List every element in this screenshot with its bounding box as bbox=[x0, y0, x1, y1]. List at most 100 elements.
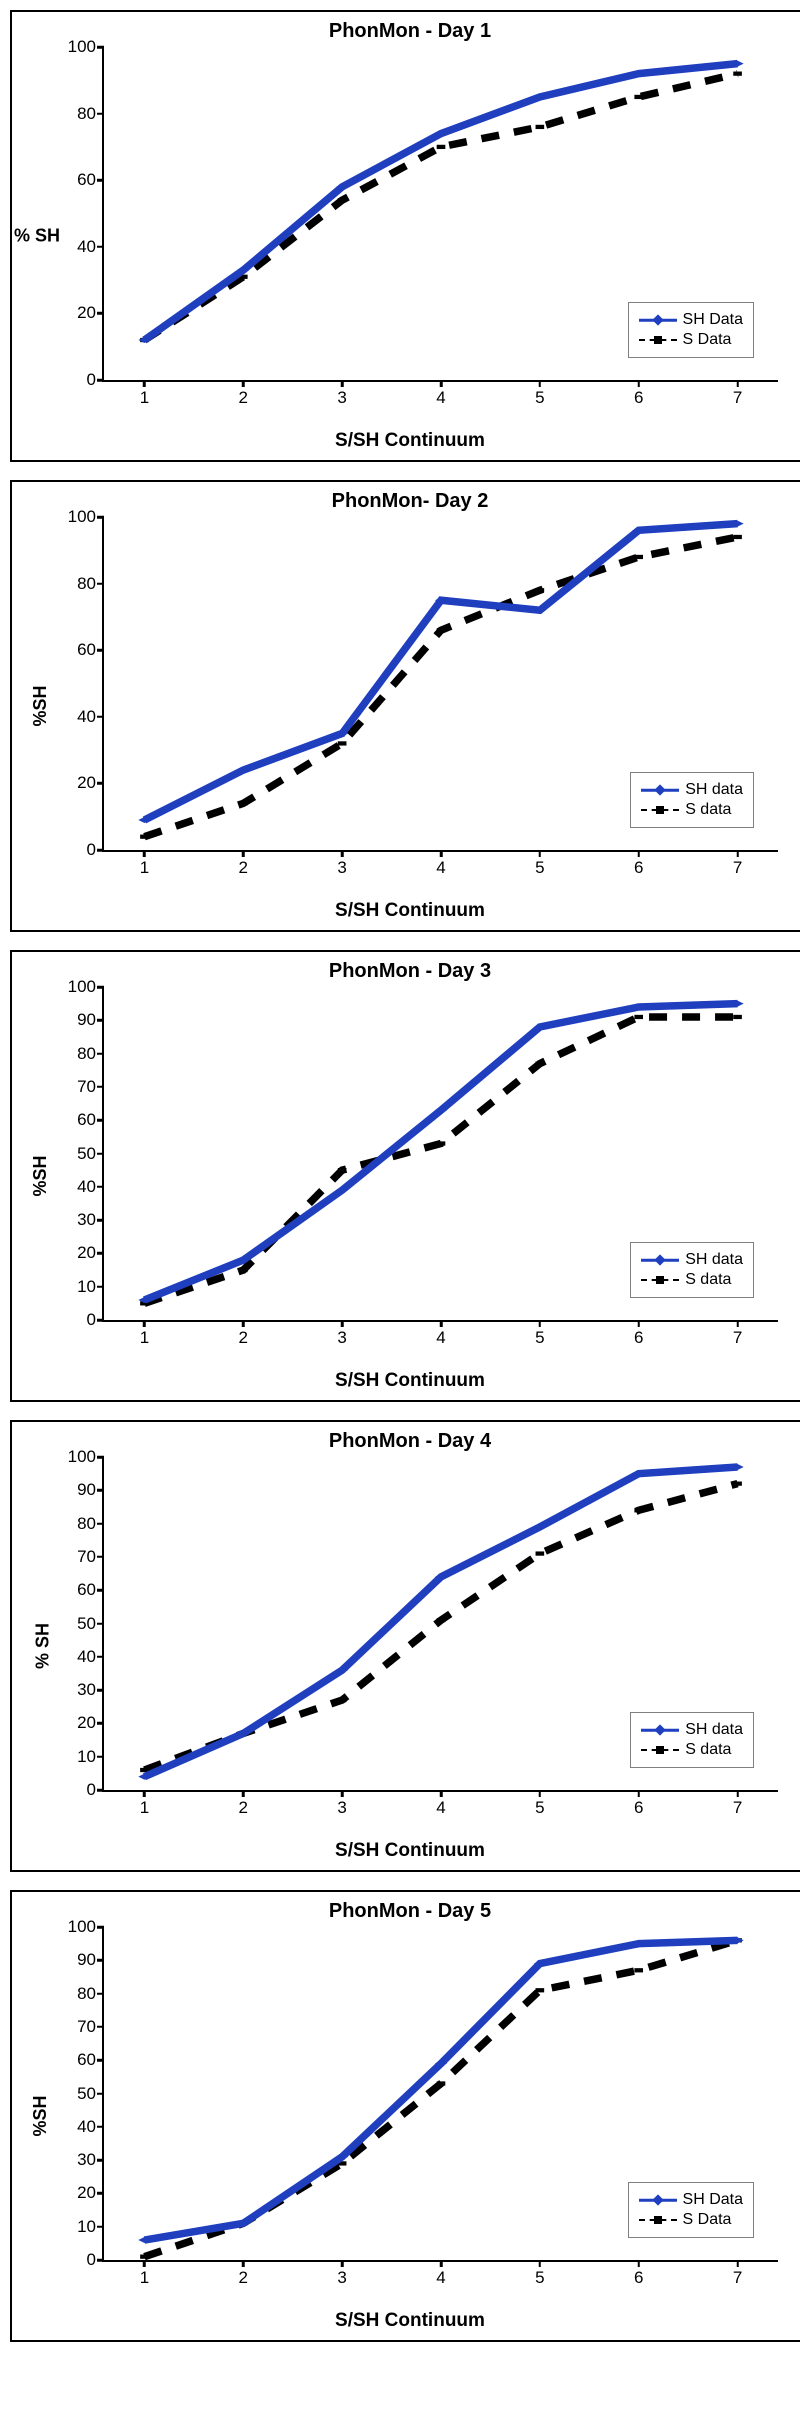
x-tick-label: 1 bbox=[140, 388, 149, 408]
y-axis-label: %SH bbox=[30, 1155, 51, 1196]
y-tick-label: 40 bbox=[56, 1177, 96, 1197]
y-tick-label: 0 bbox=[56, 1310, 96, 1330]
y-tick-label: 40 bbox=[56, 237, 96, 257]
plot-area: 0204060801001234567SH DataS Data bbox=[102, 47, 778, 382]
x-tick-label: 1 bbox=[140, 2268, 149, 2288]
y-tick-label: 0 bbox=[56, 370, 96, 390]
y-tick-label: 10 bbox=[56, 1277, 96, 1297]
y-tick-label: 60 bbox=[56, 640, 96, 660]
y-tick-label: 20 bbox=[56, 2183, 96, 2203]
chart-title: PhonMon- Day 2 bbox=[22, 490, 798, 513]
series-s-marker bbox=[338, 198, 347, 202]
legend-row: S Data bbox=[639, 2211, 743, 2229]
series-s-marker bbox=[239, 1268, 248, 1272]
y-axis-label: % SH bbox=[14, 226, 60, 247]
x-axis-label: S/SH Continuum bbox=[22, 1840, 798, 1862]
series-s-marker bbox=[437, 2081, 446, 2085]
series-s-marker bbox=[437, 1618, 446, 1622]
series-s-marker bbox=[536, 1061, 545, 1065]
chart-panel: PhonMon - Day 5%SH0102030405060708090100… bbox=[10, 1890, 800, 2342]
legend-row: S data bbox=[641, 1741, 743, 1759]
x-axis-label: S/SH Continuum bbox=[22, 900, 798, 922]
x-tick-label: 2 bbox=[239, 1798, 248, 1818]
series-s-marker bbox=[733, 1482, 742, 1486]
legend-row: SH data bbox=[641, 1251, 743, 1269]
y-tick-label: 70 bbox=[56, 1077, 96, 1097]
y-tick-label: 0 bbox=[56, 1780, 96, 1800]
series-s-marker bbox=[536, 1988, 545, 1992]
series-s-marker bbox=[536, 1551, 545, 1555]
y-tick-label: 10 bbox=[56, 2217, 96, 2237]
x-tick-label: 1 bbox=[140, 858, 149, 878]
legend-row: SH data bbox=[641, 781, 743, 799]
y-tick-label: 20 bbox=[56, 303, 96, 323]
series-s-marker bbox=[536, 125, 545, 129]
y-tick-label: 40 bbox=[56, 707, 96, 727]
y-tick-label: 10 bbox=[56, 1747, 96, 1767]
legend-label: S data bbox=[685, 801, 731, 819]
x-tick-label: 4 bbox=[436, 1328, 445, 1348]
series-s-marker bbox=[140, 2255, 149, 2259]
x-tick-label: 2 bbox=[239, 858, 248, 878]
y-tick-label: 20 bbox=[56, 773, 96, 793]
x-tick-label: 3 bbox=[337, 2268, 346, 2288]
legend: SH Data S Data bbox=[628, 2182, 754, 2238]
y-tick-label: 40 bbox=[56, 2117, 96, 2137]
x-tick-label: 3 bbox=[337, 1798, 346, 1818]
series-s-marker bbox=[338, 1698, 347, 1702]
y-axis-label: %SH bbox=[30, 685, 51, 726]
x-axis-label: S/SH Continuum bbox=[22, 2310, 798, 2332]
y-tick-label: 100 bbox=[56, 507, 96, 527]
y-tick-label: 90 bbox=[56, 1950, 96, 1970]
x-tick-label: 4 bbox=[436, 2268, 445, 2288]
series-s-marker bbox=[634, 1968, 643, 1972]
x-tick-label: 7 bbox=[733, 2268, 742, 2288]
series-s-marker bbox=[437, 1141, 446, 1145]
legend: SH data S data bbox=[630, 772, 754, 828]
x-tick-label: 4 bbox=[436, 858, 445, 878]
x-tick-label: 2 bbox=[239, 388, 248, 408]
y-tick-label: 60 bbox=[56, 1580, 96, 1600]
x-tick-label: 4 bbox=[436, 388, 445, 408]
x-tick-label: 1 bbox=[140, 1328, 149, 1348]
x-tick-label: 6 bbox=[634, 388, 643, 408]
series-s-marker bbox=[536, 588, 545, 592]
plot-area: 01020304050607080901001234567SH dataS da… bbox=[102, 1457, 778, 1792]
legend-row: S data bbox=[641, 801, 743, 819]
series-s-marker bbox=[140, 835, 149, 839]
y-tick-label: 50 bbox=[56, 1144, 96, 1164]
y-tick-label: 100 bbox=[56, 977, 96, 997]
legend-row: SH data bbox=[641, 1721, 743, 1739]
plot-area: 01020304050607080901001234567SH DataS Da… bbox=[102, 1927, 778, 2262]
legend-label: SH Data bbox=[683, 2191, 743, 2209]
legend-label: SH data bbox=[685, 781, 743, 799]
x-tick-label: 5 bbox=[535, 1798, 544, 1818]
y-tick-label: 60 bbox=[56, 170, 96, 190]
x-tick-label: 7 bbox=[733, 858, 742, 878]
y-tick-label: 20 bbox=[56, 1243, 96, 1263]
y-tick-label: 80 bbox=[56, 1984, 96, 2004]
chart-title: PhonMon - Day 3 bbox=[22, 960, 798, 983]
x-tick-label: 1 bbox=[140, 1798, 149, 1818]
series-s-marker bbox=[733, 1015, 742, 1019]
series-s-marker bbox=[634, 1015, 643, 1019]
legend-label: SH Data bbox=[683, 311, 743, 329]
y-tick-label: 70 bbox=[56, 1547, 96, 1567]
series-s-marker bbox=[634, 1508, 643, 1512]
y-tick-label: 90 bbox=[56, 1010, 96, 1030]
chart-title: PhonMon - Day 1 bbox=[22, 20, 798, 43]
x-tick-label: 4 bbox=[436, 1798, 445, 1818]
y-tick-label: 80 bbox=[56, 574, 96, 594]
x-tick-label: 6 bbox=[634, 1798, 643, 1818]
y-tick-label: 60 bbox=[56, 1110, 96, 1130]
x-tick-label: 7 bbox=[733, 1798, 742, 1818]
series-s-marker bbox=[338, 1168, 347, 1172]
legend-label: SH data bbox=[685, 1721, 743, 1739]
series-s-marker bbox=[437, 628, 446, 632]
y-tick-label: 80 bbox=[56, 1044, 96, 1064]
chart-title: PhonMon - Day 5 bbox=[22, 1900, 798, 1923]
legend: SH DataS Data bbox=[628, 302, 754, 358]
series-s-marker bbox=[634, 95, 643, 99]
chart-panel: PhonMon- Day 2%SH0204060801001234567SH d… bbox=[10, 480, 800, 932]
y-tick-label: 20 bbox=[56, 1713, 96, 1733]
